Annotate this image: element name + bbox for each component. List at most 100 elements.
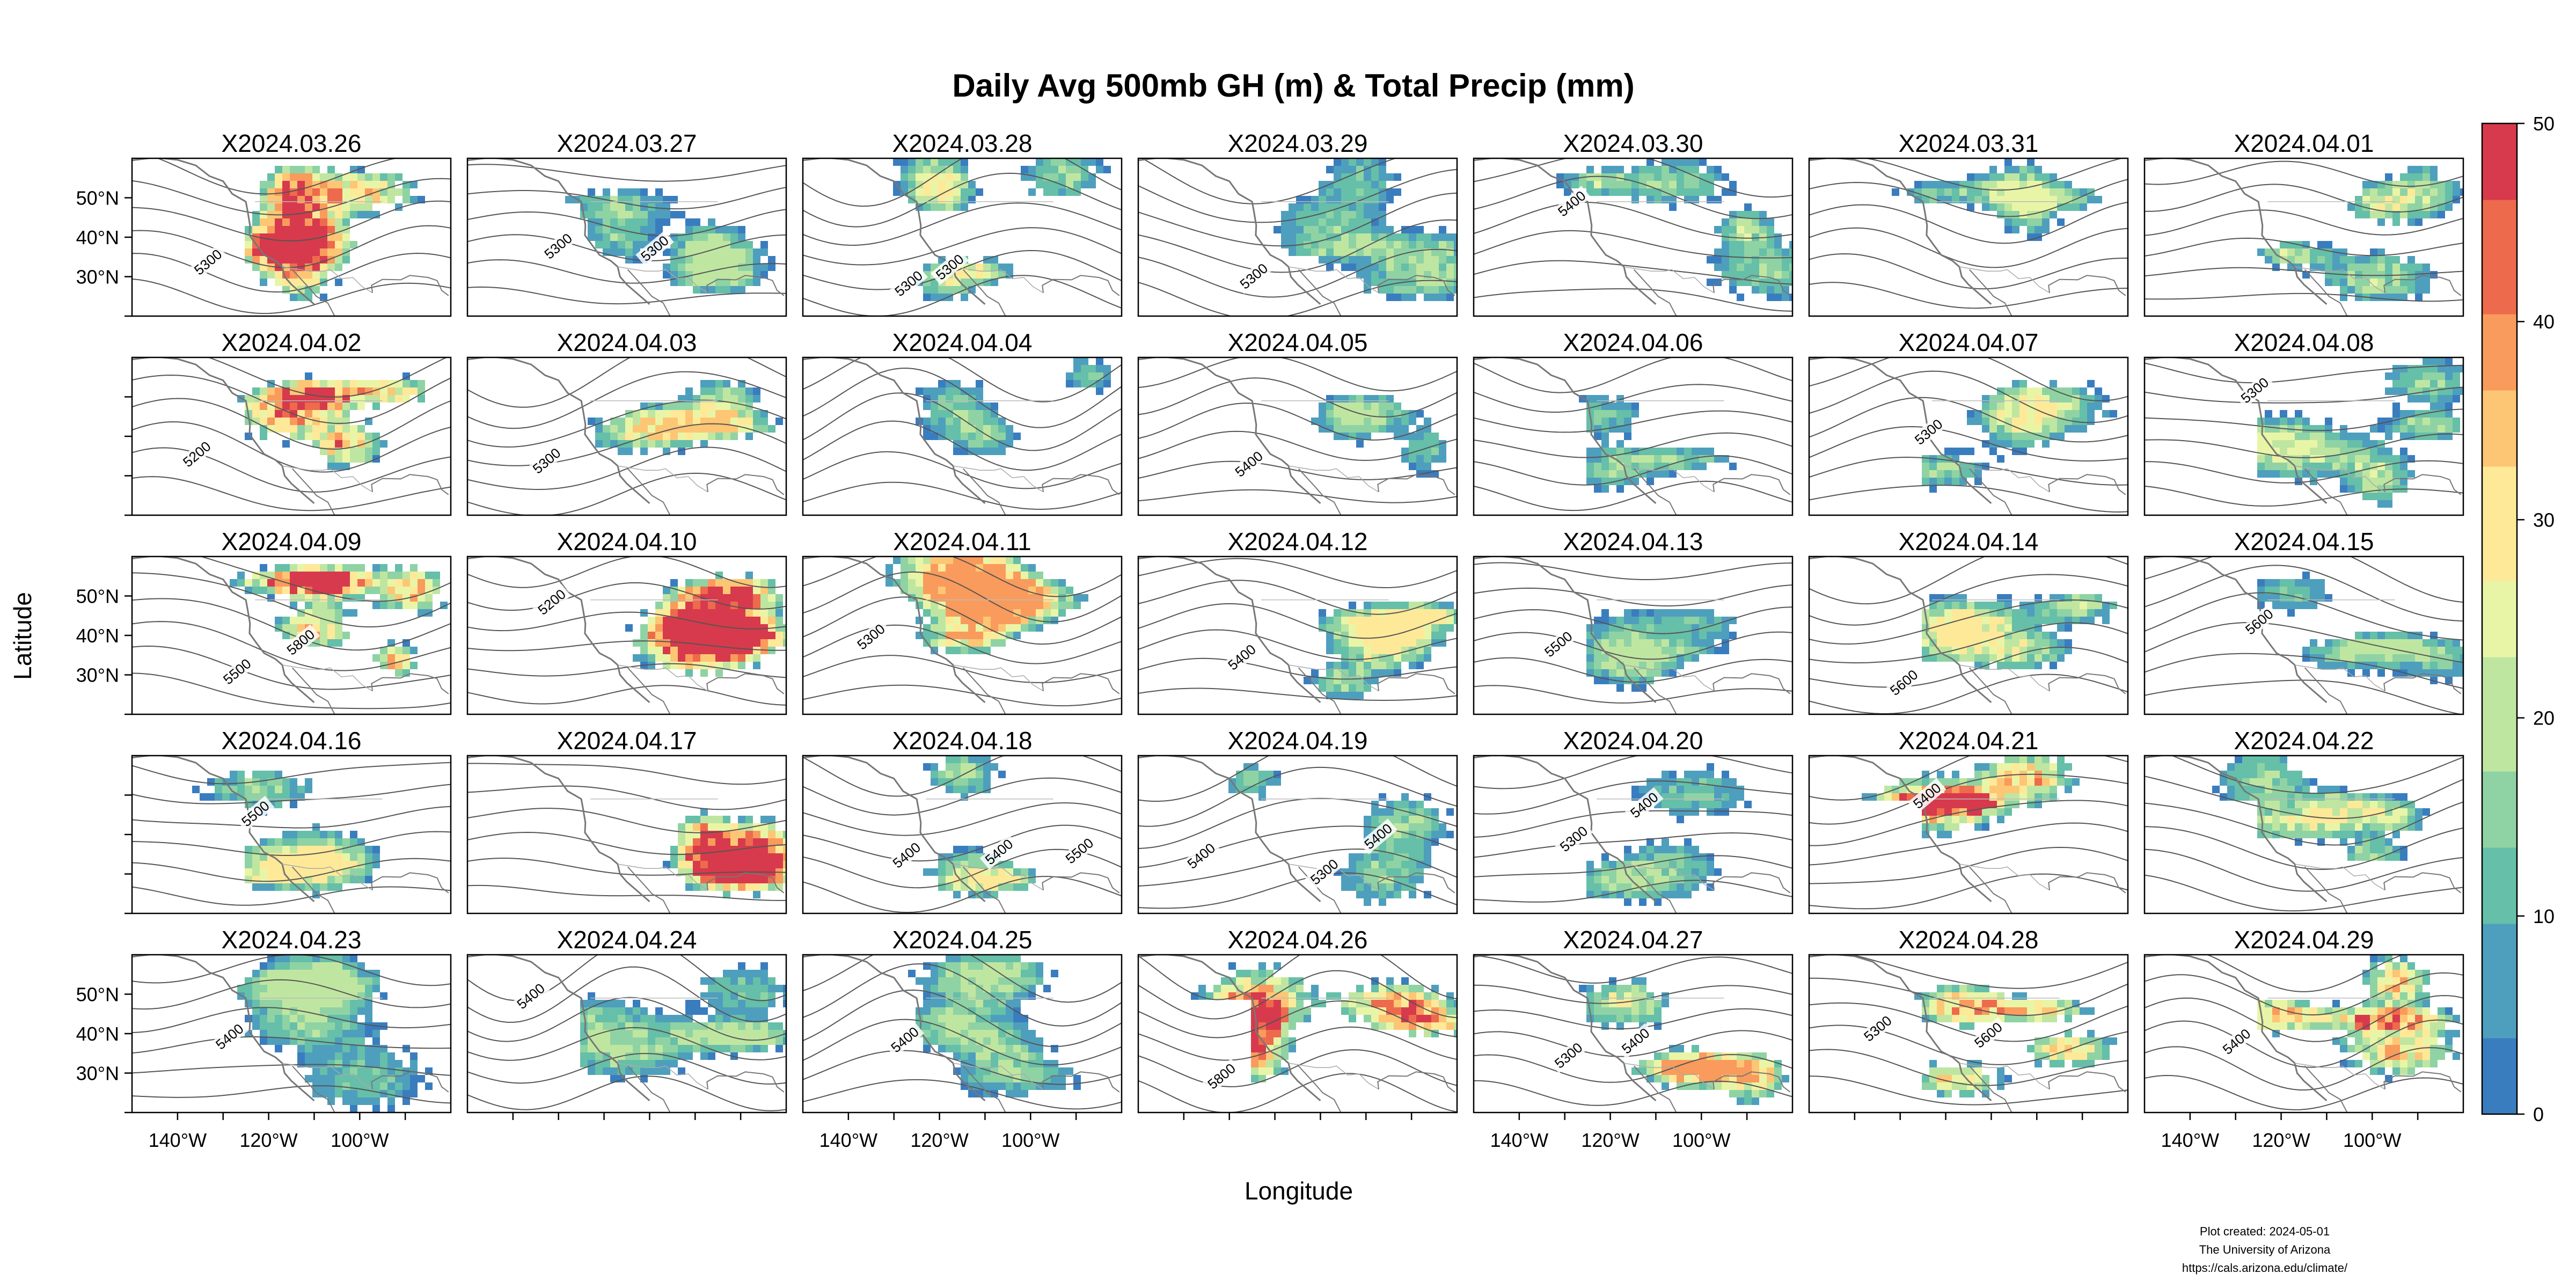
precip-cell [1737,271,1744,279]
precip-cell [290,831,297,838]
precip-cell [1051,617,1058,624]
precip-cell [953,763,961,771]
precip-cell [2400,211,2407,218]
gulf-coast-path [1042,673,1120,694]
precip-cell [1601,654,1609,662]
precip-cell [2438,211,2445,218]
precip-cell [723,883,730,891]
precip-cell [312,572,320,579]
precip-cell [670,594,678,602]
precip-cell [1586,639,1594,647]
precip-cell [1043,158,1051,166]
precip-cell [655,410,663,418]
precip-cell [1609,166,1616,173]
panel-plot-area: 5300 [467,357,786,515]
precip-cell [2362,463,2370,470]
border-path [1959,664,2050,692]
precip-cell [1631,166,1639,173]
panel-frame [1473,555,1794,715]
precip-cell [1409,418,1416,425]
precip-cell [290,395,297,402]
precip-cell [968,639,976,647]
precip-cell [2012,211,2019,218]
precip-cell [2392,632,2400,639]
precip-cell [1236,778,1243,786]
precip-cell [961,564,968,572]
precip-cell [953,173,961,181]
precip-cell [237,786,245,793]
precip-cell [2445,357,2453,365]
precip-cell [320,380,327,387]
precip-cell [961,763,968,771]
precip-cell [267,173,275,181]
precip-cell [1744,211,1752,218]
precip-cell [2385,256,2392,264]
precip-cell [715,639,723,647]
precip-cell [1356,684,1364,692]
precip-cell [350,173,357,181]
precip-cell [670,861,678,868]
precip-cell [1371,669,1379,677]
precip-cell [775,838,783,846]
gh-contour-line [1474,357,1792,393]
precip-cell [1334,609,1341,617]
precip-cell [1439,639,1446,647]
precip-cell [775,883,783,891]
precip-cell [1997,602,2004,609]
precip-cell [357,455,365,463]
precip-cell [1639,632,1646,639]
precip-cell [700,823,708,831]
precip-cell [1752,248,1759,256]
precip-cell [1752,241,1759,248]
coastline-path [467,357,650,504]
precip-cell [215,778,222,786]
panel-title: X2024.04.04 [892,328,1033,356]
precip-cell [2012,662,2019,669]
precip-cell [230,771,237,778]
precip-cell [267,410,275,418]
precip-cell [1952,632,1959,639]
precip-cell [685,602,693,609]
precip-cell [1624,433,1631,440]
precip-cell [953,602,961,609]
precip-cell [685,241,693,248]
gulf-coast-path [2304,468,2348,515]
precip-cell [297,188,305,196]
precip-cell [2004,662,2012,669]
precip-cell [2385,173,2392,181]
precip-cell [946,572,953,579]
precip-cell [2438,357,2445,365]
precip-cell [1416,241,1424,248]
precip-cell [1356,402,1364,410]
border-path [617,863,708,891]
precip-cell [1043,181,1051,188]
precip-cell [1707,196,1714,203]
precip-cell [2310,602,2317,609]
precip-cell [708,410,715,418]
precip-cell [2400,410,2407,418]
precip-cell [1714,647,1722,654]
gh-contour-line [132,476,451,511]
precip-cell [1028,166,1036,173]
precip-cell [2392,380,2400,387]
precip-cell [1654,166,1662,173]
precip-cell [312,883,320,891]
precip-cell [2295,455,2302,463]
precip-cell [275,846,282,853]
precip-cell [655,188,663,196]
gh-contour-line [1809,456,2128,486]
precip-cell [768,831,775,838]
precip-cell [738,662,745,669]
precip-cell [1654,876,1662,883]
precip-cell [2400,478,2407,485]
precip-cell [267,846,275,853]
precip-cell [327,455,335,463]
precip-cell [1281,218,1289,226]
precip-cell [1662,883,1669,891]
precip-cell [2057,602,2065,609]
precip-cell [968,387,976,395]
precip-cell [2400,203,2407,211]
precip-cell [342,440,350,448]
precip-cell [1692,639,1699,647]
precip-cell [1341,692,1349,699]
